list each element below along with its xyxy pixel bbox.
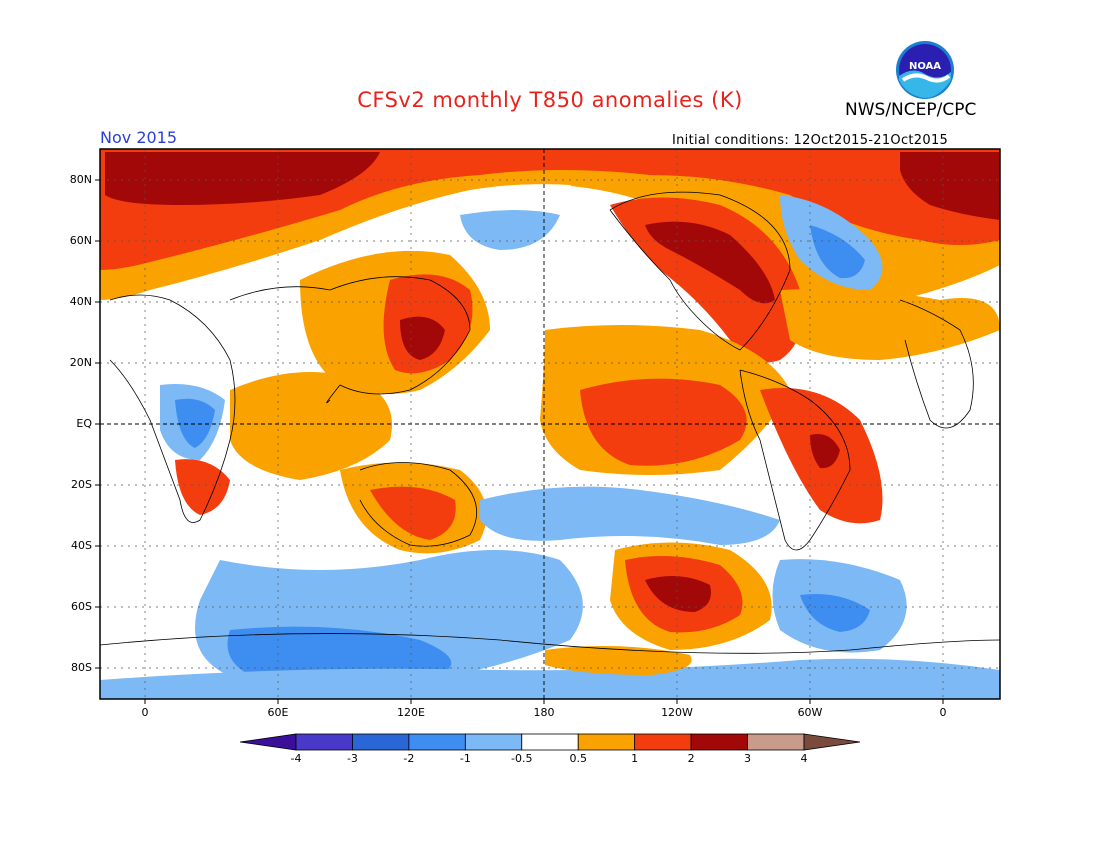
lat-label: 20N (69, 356, 92, 369)
lat-label: 60S (71, 600, 92, 613)
lat-label: EQ (76, 417, 92, 430)
colorbar-tick-label: -2 (403, 752, 415, 765)
pacific-cool-patch (460, 210, 560, 250)
lon-label: 0 (141, 706, 149, 719)
africa-cool-core (175, 398, 215, 448)
colorbar-tick-label: 2 (687, 752, 695, 765)
colorbar-box (352, 733, 410, 751)
colorbar-tick-label: -0.5 (511, 752, 533, 765)
colorbar-tick-label: 1 (631, 752, 639, 765)
south-pacific-very-warm (645, 576, 711, 612)
colorbar-box (690, 733, 748, 751)
arctic-very-warm-east (900, 152, 1000, 220)
colorbar-low-arrow (239, 733, 297, 751)
lon-label: 60W (797, 706, 823, 719)
colorbar-tick-label: -4 (290, 752, 302, 765)
lon-label: 120W (661, 706, 693, 719)
colorbar-tick-label: -1 (459, 752, 471, 765)
lat-label: 80S (71, 661, 92, 674)
noaa-logo-text: NOAA (909, 61, 941, 72)
colorbar-box (464, 733, 523, 751)
lon-label: 180 (533, 706, 555, 719)
africa-indian-warm (230, 372, 392, 480)
coastlines (100, 191, 1000, 654)
southern-ocean-cool-core (227, 626, 452, 683)
initial-conditions: Initial conditions: 12Oct2015-21Oct2015 (672, 133, 949, 148)
agency-label: NWS/NCEP/CPC (845, 100, 977, 120)
tropical-pacific-strong-warm (580, 378, 747, 466)
colorbar-box (408, 733, 466, 751)
lat-label: 20S (71, 478, 92, 491)
lat-label: 40N (69, 295, 92, 308)
colorbar-tick-label: -3 (346, 752, 358, 765)
lon-label: 60E (267, 706, 289, 719)
south-america-very-warm (810, 434, 840, 469)
drake-passage-cool-core (800, 594, 870, 632)
lat-label: 60N (69, 234, 92, 247)
forecast-month: Nov 2015 (100, 128, 178, 147)
equator-dateline (100, 149, 1000, 699)
labrador-cool-core (810, 225, 865, 279)
colorbar-box (634, 733, 692, 751)
antarctic-cool-band (100, 658, 1000, 699)
southern-pacific-cool (480, 486, 780, 545)
map-title: CFSv2 monthly T850 anomalies (K) (357, 88, 743, 112)
colorbar-box (521, 733, 579, 751)
noaa-logo: NOAA (896, 41, 954, 99)
colorbar-box (295, 733, 353, 751)
north-america-very-warm (645, 221, 775, 304)
atlantic-warm (780, 288, 1000, 360)
arctic-very-warm-west (105, 152, 380, 205)
lon-label: 120E (397, 706, 425, 719)
lat-label: 40S (71, 539, 92, 552)
lat-label: 80N (69, 173, 92, 186)
colorbar-tick-label: 0.5 (569, 752, 587, 765)
colorbar-tick-label: 4 (800, 752, 808, 765)
colorbar-high-arrow (803, 733, 861, 751)
lon-label: 0 (939, 706, 947, 719)
colorbar-box (577, 733, 636, 751)
australia-strong-warm (370, 486, 456, 540)
colorbar-tick-label: 3 (744, 752, 752, 765)
colorbar-box (747, 733, 805, 751)
asia-very-warm (400, 316, 445, 360)
southern-africa-warm (175, 459, 230, 515)
